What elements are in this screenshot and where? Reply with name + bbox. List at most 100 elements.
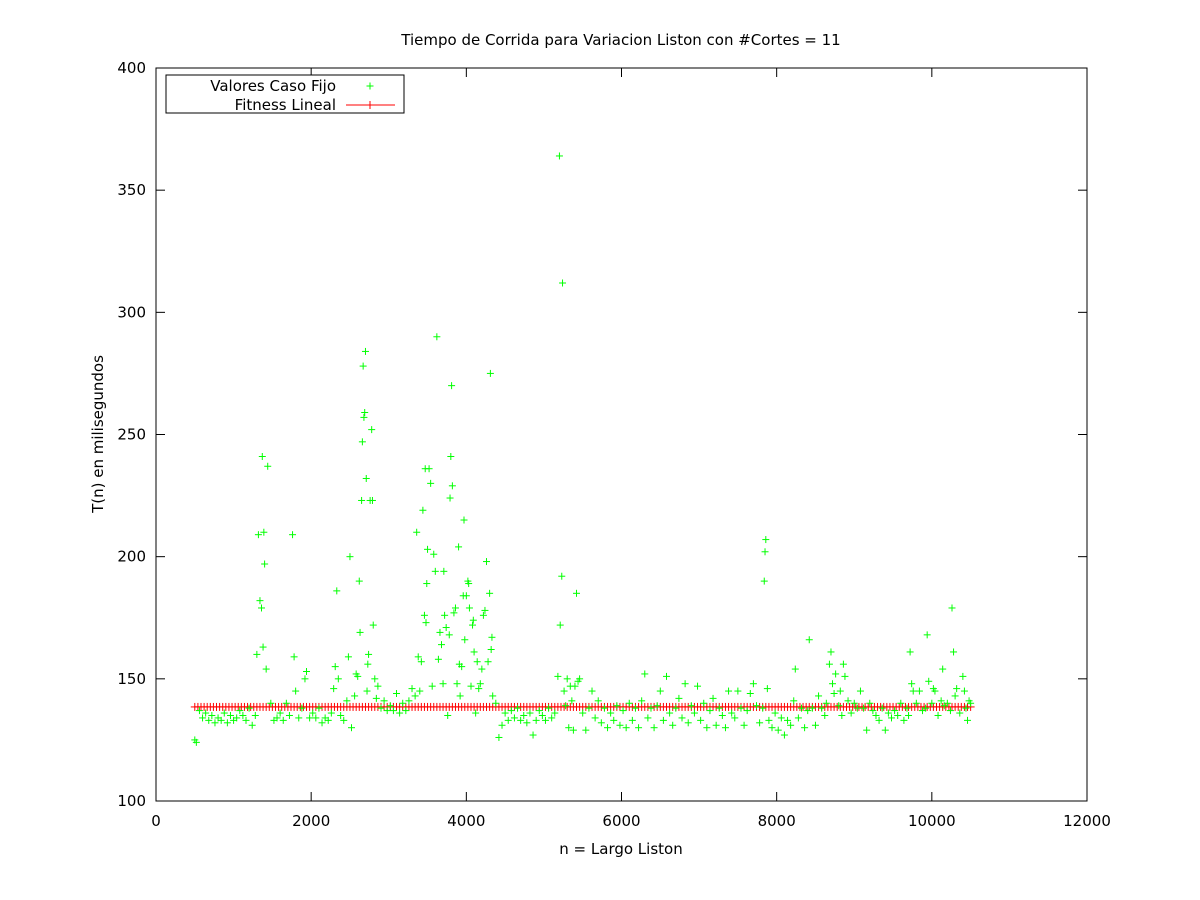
data-point [625,699,633,707]
data-point [343,697,351,705]
data-point [433,333,441,341]
data-point [607,709,615,717]
y-tick-label: 350 [117,181,146,199]
data-point [872,711,880,719]
data-point [591,714,599,722]
data-point [389,707,397,715]
data-point [413,528,421,536]
data-point [486,369,494,377]
data-point [487,646,495,654]
data-point [205,716,213,724]
data-point [780,731,788,739]
data-point [469,616,477,624]
data-point [439,680,447,688]
data-point [950,648,958,656]
data-point [458,663,466,671]
data-point [756,719,764,727]
data-point [746,689,754,697]
data-point [875,716,883,724]
data-point [579,709,587,717]
data-point [465,580,473,588]
data-point [613,702,621,710]
data-point [622,724,630,732]
data-point [245,704,253,712]
data-point [672,704,680,712]
data-point [239,711,247,719]
data-point [563,675,571,683]
data-point [301,675,309,683]
data-point [559,279,567,287]
data-point [616,721,624,729]
data-point [836,687,844,695]
data-point [217,716,225,724]
data-point [358,496,366,504]
data-point [393,689,401,697]
data-point [794,714,802,722]
data-point [327,709,335,717]
legend-swatch-scatter [366,82,374,90]
data-point [678,714,686,722]
data-point [960,687,968,695]
data-point [202,709,210,717]
data-point [488,633,496,641]
data-point [697,716,705,724]
data-point [554,672,562,680]
data-point [195,707,203,715]
data-point [948,604,956,612]
data-point [242,716,250,724]
data-point [424,545,432,553]
data-point [650,724,658,732]
data-point [853,704,861,712]
data-point [365,650,373,658]
chart-title: Tiempo de Corrida para Variacion Liston … [400,31,840,49]
data-point [334,675,342,683]
data-point [348,724,356,732]
data-point [331,663,339,671]
y-tick-label: 200 [117,548,146,566]
data-point [507,707,515,715]
data-point [251,711,259,719]
data-point [669,721,677,729]
data-point [438,641,446,649]
data-point [830,689,838,697]
data-point [444,711,452,719]
data-point [709,694,717,702]
data-point [659,716,667,724]
data-point [486,589,494,597]
data-point [866,699,874,707]
data-point [260,528,268,536]
data-point [264,462,272,470]
data-point [411,692,419,700]
data-point [610,716,618,724]
data-point [737,704,745,712]
data-point [469,621,477,629]
data-point [344,653,352,661]
data-point [768,724,776,732]
legend-swatch-fit [366,101,374,109]
data-point [208,711,216,719]
data-point [771,709,779,717]
data-point [909,687,917,695]
data-point [585,704,593,712]
data-point [912,699,920,707]
data-point [838,711,846,719]
data-point [939,665,947,673]
data-point [666,709,674,717]
data-point [330,685,338,693]
x-tick-label: 2000 [292,812,330,830]
data-point [460,516,468,524]
data-point [368,426,376,434]
data-point [619,707,627,715]
data-point [684,719,692,727]
data-point [863,726,871,734]
data-point [656,687,664,695]
data-point [430,550,438,558]
data-point [555,152,563,160]
data-point [647,704,655,712]
data-point [569,726,577,734]
data-point [588,687,596,695]
data-point [762,536,770,544]
data-point [476,680,484,688]
data-point [363,687,371,695]
